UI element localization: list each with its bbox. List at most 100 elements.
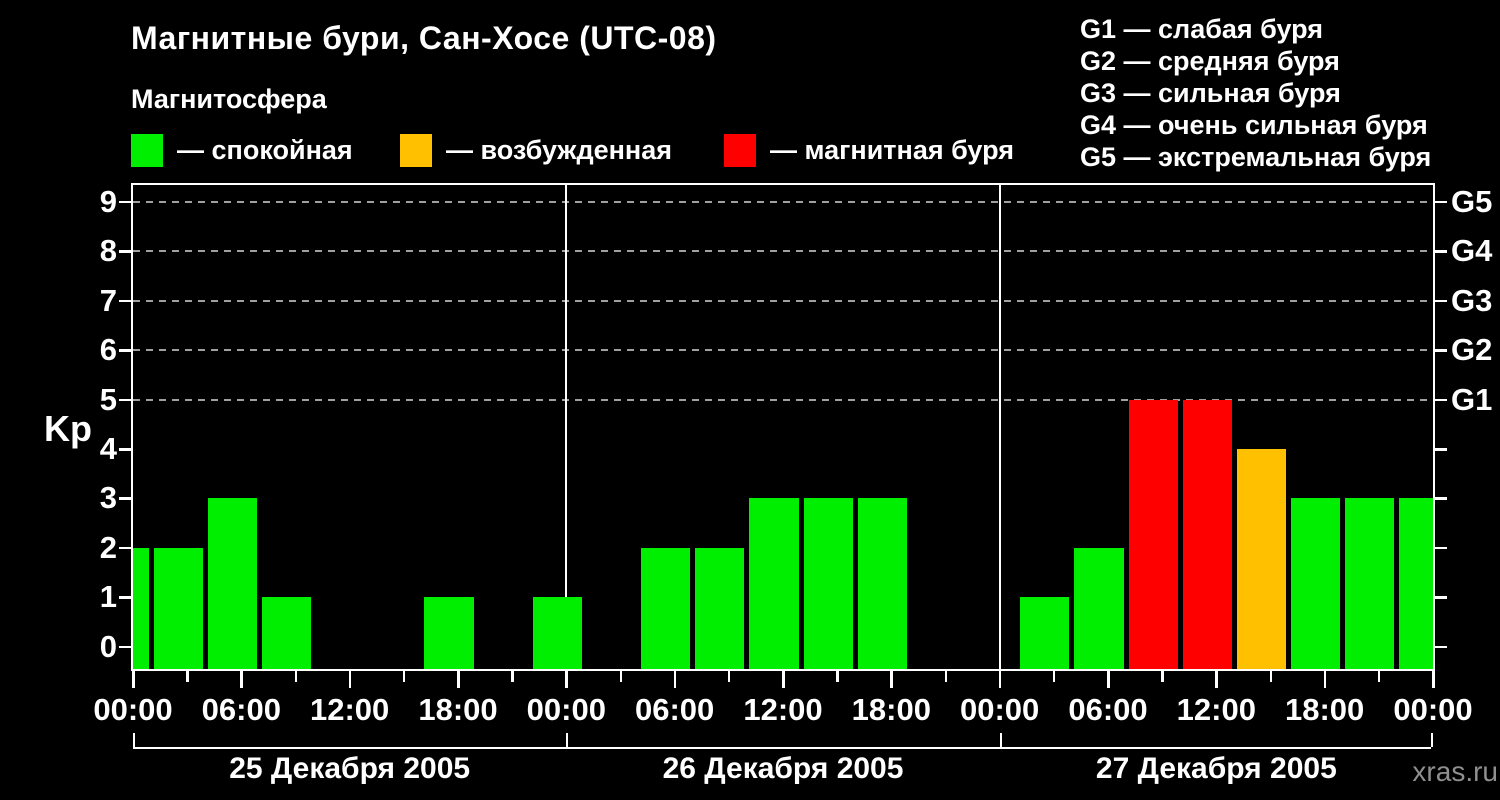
kp-bar <box>695 547 745 669</box>
grid-line-kp9 <box>133 200 1433 203</box>
date-bracket <box>133 747 1431 749</box>
excited-color-swatch <box>400 134 432 167</box>
bracket-tick <box>999 733 1002 747</box>
x-tick <box>727 671 731 682</box>
x-tick-label: 00:00 <box>960 692 1040 727</box>
g-scale-label: G2 <box>1451 332 1493 368</box>
y-tick-label: 2 <box>99 529 117 565</box>
y-tick-label: 8 <box>99 233 117 269</box>
x-tick <box>1215 671 1218 688</box>
x-tick <box>890 671 893 688</box>
storm-scale-legend: G1 — слабая буря G2 — средняя буря G3 — … <box>1080 13 1431 173</box>
kp-bar <box>133 547 149 669</box>
quiet-color-swatch <box>131 134 163 167</box>
x-tick-label: 00:00 <box>1393 692 1473 727</box>
storm-scale-g1: G1 — слабая буря <box>1080 14 1324 44</box>
x-tick <box>186 671 189 682</box>
legend-label-excited: — возбужденная <box>446 135 672 165</box>
kp-bar <box>153 547 203 669</box>
bracket-tick <box>566 733 569 747</box>
y-tick <box>119 250 131 253</box>
kp-bar <box>261 597 312 669</box>
y-axis-title: Kp <box>44 408 92 449</box>
x-tick <box>240 671 243 688</box>
y-tick <box>119 200 131 204</box>
x-tick <box>998 671 1002 688</box>
y-tick-right <box>1435 250 1447 253</box>
kp-bar <box>803 498 853 669</box>
kp-bar <box>1182 399 1232 669</box>
grid-line-kp6 <box>133 349 1433 352</box>
bracket-tick <box>133 733 135 747</box>
plot-area <box>131 183 1435 671</box>
y-tick-label: 3 <box>99 480 117 516</box>
x-tick <box>1052 671 1056 682</box>
x-tick-label: 12:00 <box>310 692 390 727</box>
grid-line-kp8 <box>133 250 1433 253</box>
y-tick-right <box>1435 448 1447 451</box>
y-tick-right <box>1435 349 1447 352</box>
x-tick-label: 18:00 <box>851 692 931 727</box>
y-tick-right <box>1435 497 1447 500</box>
legend-label-quiet: — спокойная <box>177 135 353 165</box>
x-tick-label: 12:00 <box>743 692 823 727</box>
legend-item-storm: — магнитная буря <box>724 134 1014 167</box>
storm-scale-g3: G3 — сильная буря <box>1080 78 1341 108</box>
y-tick <box>119 645 131 649</box>
x-tick <box>1323 671 1327 688</box>
kp-bar <box>1291 498 1341 669</box>
x-tick <box>294 671 297 682</box>
y-tick-label: 9 <box>99 183 117 219</box>
x-tick <box>1269 671 1272 682</box>
x-tick <box>836 671 839 682</box>
y-tick-right <box>1435 546 1447 550</box>
kp-bar <box>1345 498 1395 669</box>
x-tick <box>132 671 135 688</box>
g-scale-label: G5 <box>1451 183 1493 219</box>
y-tick-label: 5 <box>99 381 117 417</box>
x-tick-label: 06:00 <box>635 692 715 727</box>
y-tick-label: 7 <box>99 282 117 318</box>
watermark: xras.ru <box>1412 756 1498 787</box>
kp-bar <box>424 597 474 669</box>
kp-bar <box>1128 399 1178 669</box>
x-tick <box>1161 671 1164 682</box>
y-tick <box>119 546 131 550</box>
x-tick-label: 12:00 <box>1176 692 1256 727</box>
x-tick-label: 00:00 <box>93 692 173 727</box>
x-tick <box>402 671 406 682</box>
x-tick-label: 00:00 <box>526 692 606 727</box>
y-tick <box>119 349 131 352</box>
x-tick <box>565 671 568 688</box>
y-tick-label: 1 <box>99 579 117 615</box>
x-tick <box>782 671 785 688</box>
y-tick-right <box>1435 299 1447 303</box>
x-tick <box>511 671 514 682</box>
y-tick-right <box>1435 398 1447 402</box>
kp-bar <box>641 547 691 669</box>
x-tick <box>944 671 947 682</box>
y-tick-right <box>1435 596 1447 599</box>
g-scale-label: G1 <box>1451 381 1493 417</box>
x-tick-label: 18:00 <box>1285 692 1365 727</box>
storm-scale-g2: G2 — средняя буря <box>1080 46 1340 76</box>
legend-item-excited: — возбужденная <box>400 134 672 167</box>
grid-line-kp7 <box>133 299 1433 302</box>
g-scale-label: G3 <box>1451 282 1493 318</box>
storm-scale-g5: G5 — экстремальная буря <box>1080 142 1432 172</box>
y-tick <box>119 398 131 402</box>
chart-title: Магнитные бури, Сан-Хосе (UTC-08) <box>131 20 717 56</box>
storm-color-swatch <box>724 134 756 167</box>
y-tick-label: 4 <box>99 431 117 467</box>
date-label: 26 Декабря 2005 <box>662 752 904 785</box>
kp-bar <box>857 498 907 669</box>
y-tick <box>119 299 131 303</box>
x-tick-label: 06:00 <box>201 692 281 727</box>
date-label: 27 Декабря 2005 <box>1095 752 1337 785</box>
day-separator <box>565 185 568 669</box>
kp-bar <box>1236 449 1287 669</box>
x-tick <box>1432 671 1435 688</box>
x-tick <box>457 671 460 688</box>
x-tick-label: 06:00 <box>1068 692 1148 727</box>
